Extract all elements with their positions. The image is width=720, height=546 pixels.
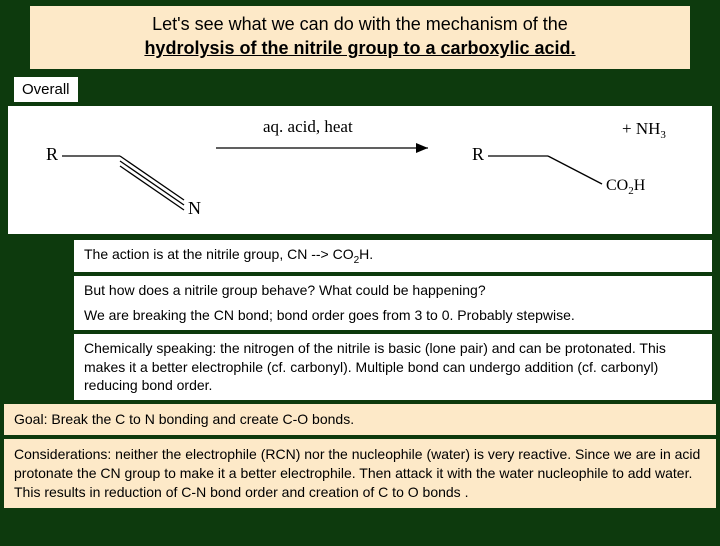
title-line1: Let's see what we can do with the mechan… xyxy=(152,14,568,34)
overall-label: Overall xyxy=(14,77,78,102)
title-line2: hydrolysis of the nitrile group to a car… xyxy=(144,38,575,58)
para1-lead: The action is at the nitrile group, CN -… xyxy=(84,246,354,262)
reactant-N-label: N xyxy=(188,198,201,218)
title-box: Let's see what we can do with the mechan… xyxy=(30,6,690,69)
reaction-diagram: R N aq. acid, heat R CO2H + NH3 xyxy=(8,106,712,234)
para1-tail: H. xyxy=(359,246,373,262)
byproduct-NH3-label: + NH3 xyxy=(622,119,666,141)
conditions-label: aq. acid, heat xyxy=(263,117,353,136)
footer-considerations: Considerations: neither the electrophile… xyxy=(4,439,716,508)
paragraph-1: The action is at the nitrile group, CN -… xyxy=(74,240,712,272)
paragraph-3: Chemically speaking: the nitrogen of the… xyxy=(74,334,712,401)
para2-line1: But how does a nitrile group behave? Wha… xyxy=(84,281,702,300)
footer-goal: Goal: Break the C to N bonding and creat… xyxy=(4,404,716,435)
paragraph-2: But how does a nitrile group behave? Wha… xyxy=(74,276,712,330)
para2-line2: We are breaking the CN bond; bond order … xyxy=(84,306,702,325)
product-R-label: R xyxy=(472,144,484,164)
product-CO2H-label: CO2H xyxy=(606,177,646,197)
reactant-R-label: R xyxy=(46,144,58,164)
